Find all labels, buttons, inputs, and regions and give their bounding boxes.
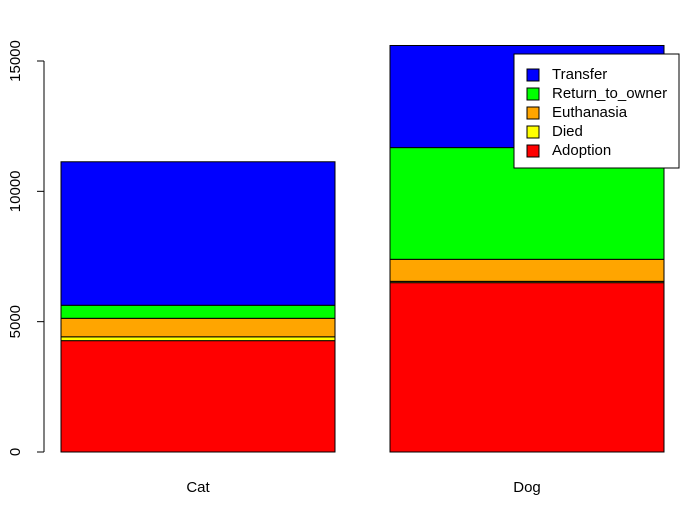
legend: Transfer Return_to_owner Euthanasia Died Ado… [513, 53, 680, 169]
legend-label: Adoption [552, 142, 611, 159]
legend-label: Died [552, 123, 583, 140]
bar-segment-cat-return-to-owner [60, 304, 336, 319]
legend-swatch [526, 144, 540, 158]
legend-box [513, 53, 680, 169]
legend-label: Euthanasia [552, 104, 628, 121]
x-category-label: Cat [186, 479, 210, 496]
x-category-label: Dog [513, 479, 541, 496]
y-tick-label: 15000 [7, 40, 24, 82]
y-tick-label: 0 [7, 448, 24, 456]
legend-swatch [526, 106, 540, 120]
legend-swatch [526, 87, 540, 101]
bar-segment-dog-euthanasia [389, 258, 665, 282]
y-tick-label: 10000 [7, 170, 24, 212]
bar-segment-dog-adoption [389, 282, 665, 453]
bar-segment-cat-died [60, 336, 336, 342]
legend-swatch [526, 68, 540, 82]
legend-label: Transfer [552, 66, 607, 83]
bar-segment-cat-adoption [60, 340, 336, 453]
bar-segment-cat-transfer [60, 161, 336, 306]
bar-segment-cat-euthanasia [60, 317, 336, 338]
y-tick-label: 5000 [7, 305, 24, 338]
legend-label: Return_to_owner [552, 85, 667, 102]
legend-swatch [526, 125, 540, 139]
